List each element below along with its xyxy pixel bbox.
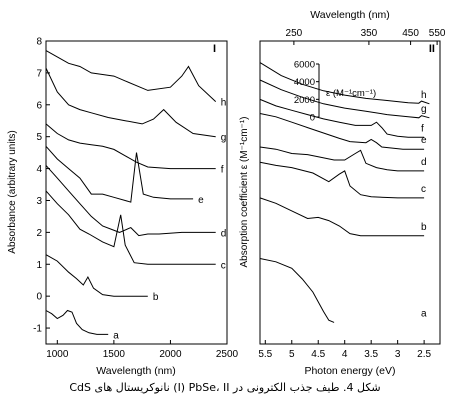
panel-ii-xtick-label: 4.5 [311,349,325,360]
panel-i-series-label-c: c [221,260,226,271]
panel-ii-top-tick-label: 450 [402,28,419,39]
panel-ii-ylabel: Absorption coefficient ε (M⁻¹cm⁻¹) [239,117,250,268]
panel-i-ytick-label: 7 [36,68,42,79]
panel-ii-series-label-d: d [421,157,427,168]
panel-ii-series-label-e: e [421,135,427,146]
panel-i-series-c [45,190,216,265]
scale-bar-tick-label: 6000 [294,60,315,71]
scale-bar-tick-label: 4000 [294,77,315,88]
panel-i-series-f [45,123,216,170]
panel-ii-series-label-h: h [421,90,427,101]
panel-ii-series-label-g: g [421,104,427,115]
panel-i-series-label-e: e [198,195,204,206]
panel-ii-series-g [259,79,430,119]
panel-i-series-d [45,165,216,237]
panel-i-series: a b c d e f g h [45,50,227,341]
panel-ii-series-e [259,113,425,150]
panel-ii-series-d [259,146,425,172]
panel-i-series-h [45,50,217,102]
panel-ii-xtick-label: 4 [342,349,348,360]
panel-i-ytick-label: 1 [36,260,42,271]
absorption-spectra-figure: I Wavelength (nm) Absorbance (arbitrary … [7,9,446,377]
panel-ii-top-tick-label: 250 [286,28,303,39]
panel-i-ticks: 1000 1500 2000 2500 -1 0 1 2 3 4 5 6 7 8 [33,37,238,361]
panel-i-series-e [45,145,194,203]
panel-i-ytick-label: 2 [36,228,42,239]
scale-bar-tick-label: 2000 [294,95,315,106]
panel-i-series-label-h: h [221,98,227,109]
panel-ii-series-b [259,197,425,237]
panel-ii-xtick-label: 2.5 [417,349,431,360]
panel-i-xtick-label: 2000 [159,349,182,360]
panel-i-series-b [45,254,148,297]
panel-ii-frame [259,40,441,345]
panel-i-ytick-label: 5 [36,132,42,143]
epsilon-scale-bar: 6000 4000 2000 0 ε (M⁻¹cm⁻¹) [294,60,376,124]
panel-ii-top-tick-label: 550 [429,28,446,39]
panel-ii-series-c [259,161,425,199]
panel-ii-xtick-label: 3.5 [364,349,378,360]
panel-i-series-label-a: a [113,330,119,341]
panel-ii-xlabel: Photon energy (eV) [304,365,395,377]
panel-i-ytick-label: -1 [33,324,42,335]
panel-i-series-label-g: g [221,133,227,144]
panel-i-ytick-label: 4 [36,164,42,175]
panel-i-xtick-label: 2500 [216,349,239,360]
panel-ii-xtick-label: 3 [395,349,401,360]
panel-ii-series-label-f: f [421,123,424,134]
panel-i-series-label-f: f [221,165,224,176]
panel-i-label: I [213,43,216,55]
scale-bar-label: ε (M⁻¹cm⁻¹) [326,88,376,99]
panel-i-xtick-label: 1500 [103,349,126,360]
panel-ii-xtick-label: 5.5 [258,349,272,360]
panel-i-ylabel: Absorbance (arbitrary units) [7,130,18,253]
panel-i-ytick-label: 6 [36,100,42,111]
panel-ii-series-label-b: b [421,222,427,233]
panel-i-series-label-b: b [153,292,159,303]
panel-i-series-label-d: d [221,228,227,239]
panel-i-ytick-label: 0 [36,292,42,303]
panel-i-xtick-label: 1000 [46,349,69,360]
scale-bar-tick-label: 0 [310,113,315,124]
panel-ii-top-xlabel: Wavelength (nm) [310,9,390,21]
panel-i-frame [45,40,228,345]
panel-ii-xtick-label: 5 [289,349,295,360]
panel-ii-series-a [259,258,335,323]
panel-ii-top-tick-label: 350 [361,28,378,39]
panel-i-xlabel: Wavelength (nm) [96,365,176,377]
panel-ii-series-label-a: a [421,308,427,319]
panel-i-ytick-label: 8 [36,37,42,48]
panel-i-series-g [45,67,216,138]
panel-ii-ticks: 5.5 5 4.5 4 3.5 3 2.5 250 350 450 550 [258,28,446,360]
panel-i-series-a [45,309,109,335]
panel-ii-series-f [259,98,425,138]
figure-caption: شکل 4. طیف جذب الکترونی در I) PbSe، II) … [69,381,381,394]
panel-ii-series-label-c: c [421,184,426,195]
panel-ii-label: II [429,43,435,55]
panel-i-ytick-label: 3 [36,196,42,207]
panel-ii-series-h [259,62,430,105]
